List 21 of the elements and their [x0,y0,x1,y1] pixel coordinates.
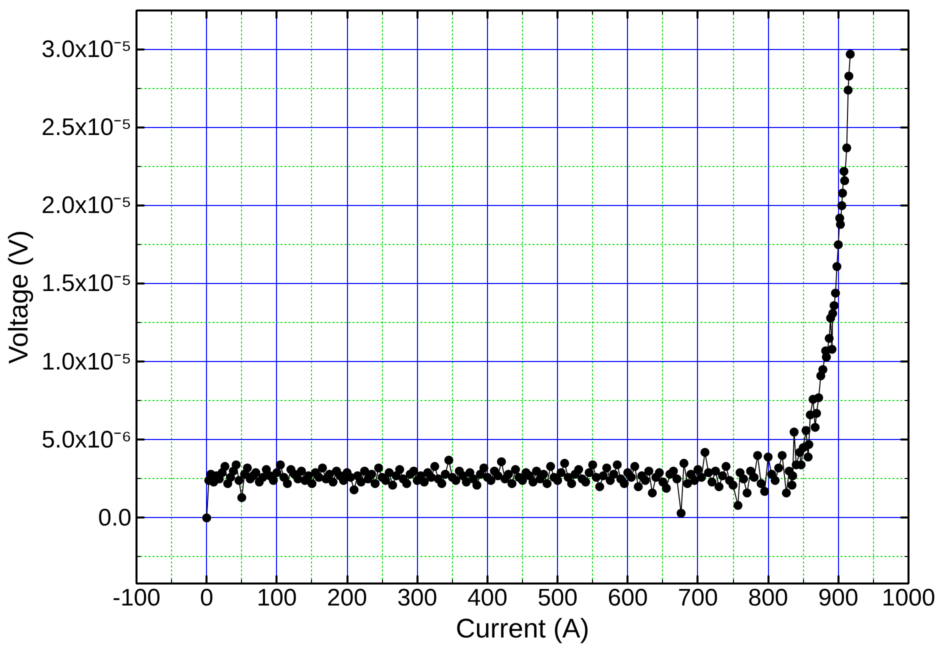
x-axis-title: Current (A) [456,614,590,644]
x-tick-label: 600 [608,584,648,612]
x-tick-label: 500 [538,584,578,612]
y-tick-label: 5.0x10⁻⁶ [42,426,132,454]
x-tick-label: 800 [748,584,788,612]
y-tick-label: 2.5x10⁻⁵ [41,114,132,142]
y-tick-label: 1.5x10⁻⁵ [41,270,132,298]
x-tick-label: 400 [467,584,508,612]
x-tick-label: 900 [818,584,858,612]
y-axis-title: Voltage (V) [3,230,34,364]
x-tick-label: 300 [397,584,438,612]
y-tick-label: 1.0x10⁻⁵ [41,348,132,376]
y-tick-label: 3.0x10⁻⁵ [41,36,132,64]
x-tick-label: 700 [678,584,718,612]
x-tick-label: 1000 [882,584,936,612]
x-tick-label: -100 [112,584,161,612]
x-tick-label: 100 [256,584,297,612]
y-tick-label: 0.0 [98,504,132,532]
y-tick-label: 2.0x10⁻⁵ [41,192,132,220]
x-tick-label: 0 [200,584,214,612]
x-tick-label: 200 [327,584,368,612]
